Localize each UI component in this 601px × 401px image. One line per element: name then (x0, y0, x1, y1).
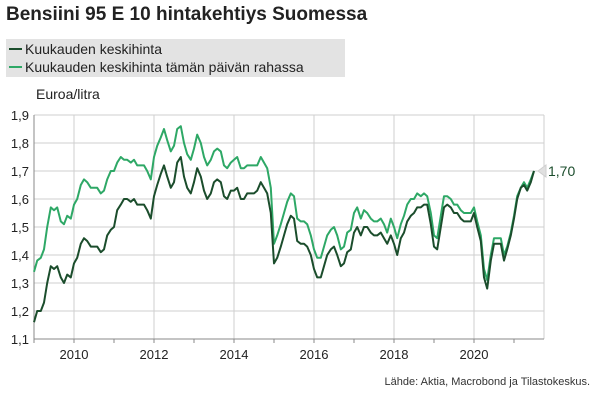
last-value-pointer (537, 164, 547, 178)
legend-item-nominal: Kuukauden keskihinta (9, 40, 162, 58)
legend-swatch-nominal (9, 48, 22, 50)
y-tick-label: 1,3 (11, 276, 29, 291)
y-tick-label: 1,6 (11, 192, 29, 207)
y-tick-label: 1,4 (11, 248, 29, 263)
last-value-label: 1,70 (548, 163, 575, 179)
source-note: Lähde: Aktia, Macrobond ja Tilastokeskus… (384, 376, 590, 388)
y-tick-label: 1,7 (11, 164, 29, 179)
y-tick-label: 1,2 (11, 304, 29, 319)
y-axis-unit-label: Euroa/litra (36, 86, 100, 102)
x-tick-label: 2018 (380, 347, 409, 362)
y-tick-label: 1,8 (11, 136, 29, 151)
legend-label-nominal: Kuukauden keskihinta (25, 41, 162, 57)
x-tick-label: 2014 (220, 347, 249, 362)
y-tick-label: 1,9 (11, 108, 29, 123)
legend-label-real: Kuukauden keskihinta tämän päivän rahass… (25, 59, 304, 75)
y-tick-label: 1,5 (11, 220, 29, 235)
series-line-nominal (33, 156, 535, 323)
x-tick-label: 2016 (300, 347, 329, 362)
legend-swatch-real (9, 66, 22, 68)
y-tick-label: 1,1 (11, 332, 29, 347)
x-tick-label: 2010 (60, 347, 89, 362)
series-line-real (33, 125, 535, 282)
chart-title: Bensiini 95 E 10 hintakehtiys Suomessa (6, 4, 368, 25)
x-tick-label: 2020 (460, 347, 489, 362)
x-tick-label: 2012 (140, 347, 169, 362)
legend-item-real: Kuukauden keskihinta tämän päivän rahass… (9, 58, 304, 76)
legend: Kuukauden keskihinta Kuukauden keskihint… (6, 39, 345, 77)
